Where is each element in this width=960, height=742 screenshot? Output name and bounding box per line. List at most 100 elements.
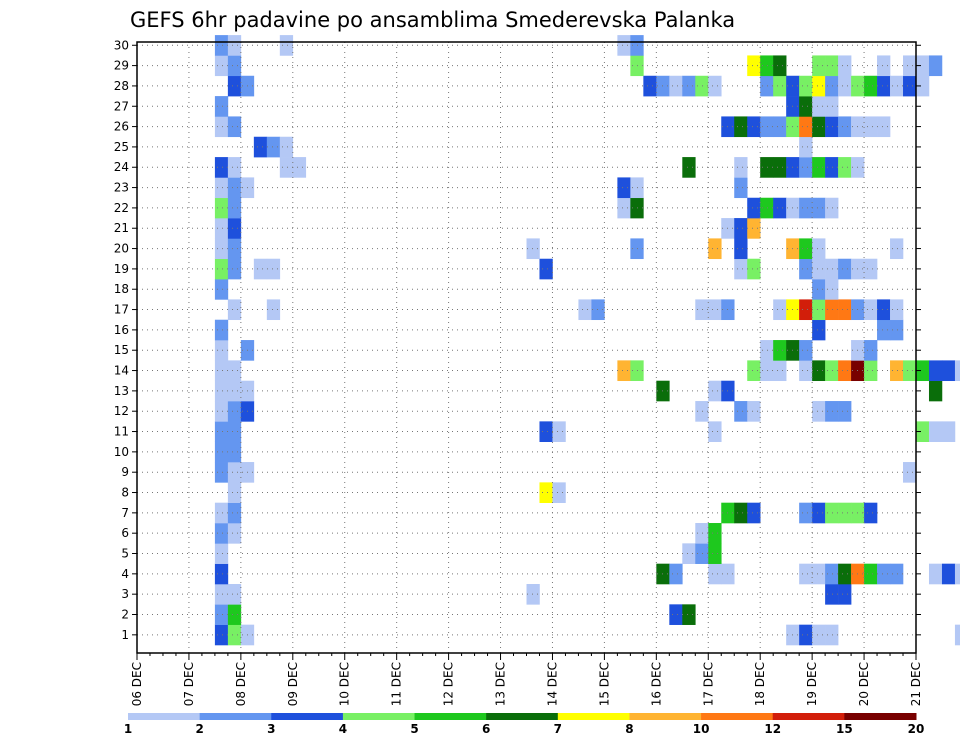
- precip-cell: [838, 584, 852, 605]
- precip-cell: [928, 563, 943, 585]
- x-tick-label: 13 DEC: [494, 662, 508, 706]
- colorbar-segment: [414, 713, 487, 720]
- precip-cell: [877, 319, 891, 341]
- x-tick-label: 17 DEC: [701, 662, 715, 706]
- precip-cell: [812, 624, 826, 646]
- colorbar-tick-label: 3: [267, 722, 275, 736]
- precip-cell: [928, 421, 943, 442]
- precip-cell: [838, 299, 852, 321]
- colorbar-segment: [271, 713, 344, 720]
- precip-cell: [734, 177, 748, 199]
- y-tick-label: 12: [114, 404, 129, 418]
- precip-cell: [760, 75, 774, 97]
- precip-cell: [214, 584, 229, 605]
- precip-cell: [227, 258, 242, 280]
- precip-cell: [734, 218, 748, 239]
- precip-cell: [812, 299, 826, 321]
- precip-cell: [227, 441, 242, 463]
- precip-cell: [916, 75, 930, 97]
- precip-cell: [214, 563, 229, 585]
- precip-cell: [799, 197, 813, 219]
- precip-cell: [695, 299, 709, 321]
- precip-cell: [214, 96, 229, 117]
- precip-cell: [890, 75, 904, 97]
- precip-cell: [214, 401, 229, 422]
- precip-cell: [760, 197, 774, 219]
- y-tick-label: 8: [121, 486, 129, 500]
- precip-cell: [227, 502, 242, 524]
- x-tick-label: 20 DEC: [857, 662, 871, 706]
- precip-cell: [825, 197, 839, 219]
- precip-cell: [760, 157, 774, 178]
- precip-cell: [954, 624, 960, 646]
- precip-cell: [214, 319, 229, 341]
- precip-cell: [812, 238, 826, 260]
- precip-cell: [877, 563, 891, 585]
- y-axis: 1234567891011121314151617181920212223242…: [114, 38, 921, 642]
- precip-cell: [825, 116, 839, 138]
- precip-cell: [928, 360, 943, 382]
- precip-cell: [760, 55, 774, 77]
- precip-cell: [812, 319, 826, 341]
- precip-cell: [799, 116, 813, 138]
- precip-cell: [890, 319, 904, 341]
- precip-cell: [916, 421, 930, 442]
- precip-cell: [266, 258, 281, 280]
- y-tick-label: 10: [114, 445, 129, 459]
- y-tick-label: 9: [121, 465, 129, 479]
- precip-cell: [279, 136, 294, 158]
- precip-cell: [864, 502, 878, 524]
- precip-cell: [838, 258, 852, 280]
- precip-cell: [552, 421, 566, 442]
- precip-cell: [526, 238, 540, 260]
- precip-cell: [214, 502, 229, 524]
- precip-cell: [734, 238, 748, 260]
- precip-cell: [812, 75, 826, 97]
- precip-cell: [227, 35, 242, 56]
- precip-cell: [227, 197, 242, 219]
- precip-cell: [253, 136, 268, 158]
- precip-cell: [539, 482, 553, 503]
- colorbar: 1 2 3 4 5 6 7 8 10 12 15 20: [124, 713, 924, 736]
- precip-cell: [214, 624, 229, 646]
- x-axis: 06 DEC 07 DEC 08 DEC 09 DEC 10 DEC 11 DEC 12 D…: [130, 653, 923, 706]
- precip-cell: [812, 55, 826, 77]
- precip-cell: [734, 502, 748, 524]
- precip-cell: [838, 116, 852, 138]
- precip-cell: [617, 360, 631, 382]
- precip-cell: [227, 624, 242, 646]
- precip-cell: [903, 360, 917, 382]
- y-tick-label: 13: [114, 384, 129, 398]
- y-tick-label: 28: [114, 79, 129, 93]
- precip-cell: [825, 360, 839, 382]
- precip-cell: [773, 340, 787, 361]
- precip-cell: [825, 258, 839, 280]
- y-tick-label: 26: [114, 120, 129, 134]
- colorbar-tick-label: 12: [764, 722, 781, 736]
- precip-cell: [227, 55, 242, 77]
- y-tick-label: 15: [114, 343, 129, 357]
- precip-cell: [214, 523, 229, 544]
- precip-cell: [266, 136, 281, 158]
- precip-cell: [227, 299, 242, 321]
- precip-cell: [812, 279, 826, 300]
- precip-cell: [214, 157, 229, 178]
- precip-cell: [799, 75, 813, 97]
- precip-cell: [227, 523, 242, 544]
- precip-cell: [227, 421, 242, 442]
- y-tick-label: 27: [114, 99, 129, 113]
- precip-cell: [734, 157, 748, 178]
- precip-cell: [812, 116, 826, 138]
- precip-cell: [838, 55, 852, 77]
- heatmap-cells: [214, 35, 960, 646]
- y-tick-label: 23: [114, 181, 129, 195]
- precip-cell: [747, 55, 761, 77]
- colorbar-tick-label: 10: [693, 722, 710, 736]
- precip-cell: [279, 35, 294, 56]
- precip-cell: [214, 258, 229, 280]
- x-tick-label: 08 DEC: [234, 662, 248, 706]
- precip-cell: [890, 238, 904, 260]
- precip-cell: [708, 238, 722, 260]
- precip-cell: [617, 177, 631, 199]
- x-tick-label: 14 DEC: [545, 662, 559, 706]
